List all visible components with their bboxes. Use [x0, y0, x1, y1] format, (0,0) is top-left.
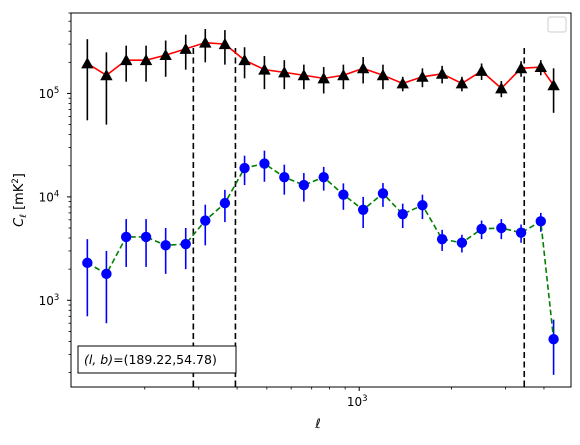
triangle-marker-14 [356, 62, 370, 74]
triangle-marker-8 [238, 53, 251, 66]
triangle-marker-9 [258, 63, 271, 75]
circle-marker-7 [219, 197, 231, 209]
circle-marker-19 [456, 237, 468, 248]
circle-marker-20 [476, 223, 487, 235]
triangle-marker-13 [337, 69, 350, 81]
circle-marker-8 [239, 162, 250, 174]
triangle-marker-11 [297, 69, 311, 81]
circle-marker-3 [140, 231, 152, 243]
triangle-marker-0 [81, 57, 94, 69]
circle-marker-6 [200, 215, 211, 226]
legend[interactable] [547, 16, 567, 33]
triangle-marker-2 [119, 53, 133, 66]
triangle-marker-21 [495, 82, 508, 94]
annotation-box [77, 345, 237, 374]
y-tick-label-0: 103 [39, 293, 60, 308]
series-0 [81, 29, 560, 125]
triangle-marker-16 [396, 77, 409, 89]
circle-marker-11 [298, 179, 310, 191]
plot-frame [70, 12, 572, 388]
annotation-text: (l, b)=(189.22,54.78) [84, 352, 217, 367]
triangle-marker-1 [100, 69, 113, 81]
circle-marker-21 [496, 222, 507, 234]
circle-marker-10 [279, 171, 290, 183]
circle-marker-13 [338, 189, 349, 200]
circle-marker-0 [82, 257, 93, 269]
axes-layer: 103 103 104 105 ℓ Cℓ [mK2] [11, 12, 572, 432]
circle-marker-1 [101, 268, 112, 280]
triangle-marker-6 [199, 36, 212, 48]
legend-box [547, 16, 567, 33]
y-tick-label-2: 105 [39, 86, 60, 101]
annotation-layer: (l, b)=(189.22,54.78) [77, 345, 237, 374]
circle-marker-12 [318, 171, 329, 183]
triangle-marker-12 [317, 72, 330, 84]
triangle-marker-10 [278, 66, 291, 78]
triangle-marker-19 [455, 77, 469, 89]
circle-marker-22 [515, 227, 527, 238]
triangle-marker-23 [534, 60, 547, 73]
circle-marker-23 [535, 216, 546, 227]
circle-marker-24 [548, 334, 559, 345]
triangle-marker-5 [179, 42, 192, 54]
circle-marker-18 [436, 233, 448, 245]
triangle-marker-22 [514, 62, 528, 74]
x-tick-label-0: 103 [347, 394, 368, 409]
triangle-marker-7 [218, 37, 232, 50]
circle-marker-16 [397, 208, 408, 220]
y-axis-label: Cℓ [mK2] [11, 173, 29, 227]
y-tick-label-1: 104 [39, 189, 60, 204]
x-axis-label: ℓ [314, 417, 320, 432]
triangle-marker-18 [435, 67, 449, 79]
triangle-marker-17 [416, 70, 429, 82]
circle-marker-15 [377, 188, 389, 199]
triangle-marker-3 [139, 53, 153, 66]
circle-marker-17 [417, 200, 428, 211]
series-layer [81, 29, 560, 375]
series-1 [82, 150, 559, 375]
circle-marker-14 [357, 204, 369, 215]
triangle-marker-20 [475, 64, 488, 76]
circle-marker-2 [120, 231, 132, 243]
triangle-marker-24 [547, 79, 560, 91]
circle-marker-5 [180, 238, 191, 250]
triangle-marker-4 [159, 48, 172, 61]
circle-marker-9 [259, 158, 270, 169]
triangle-marker-15 [376, 69, 390, 81]
circle-marker-4 [160, 240, 171, 251]
